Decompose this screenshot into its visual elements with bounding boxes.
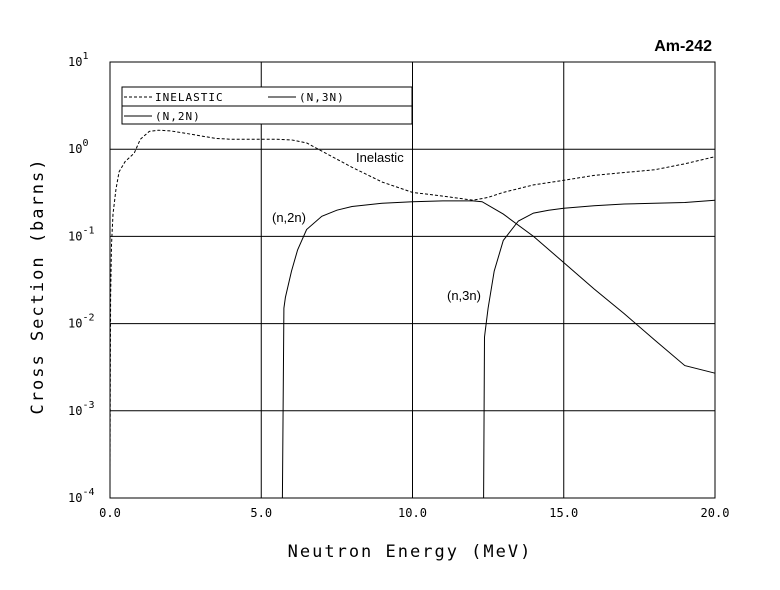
legend-label-n2n: (N,2N) xyxy=(155,110,201,123)
y-axis-title: Cross Section (barns) xyxy=(28,158,48,415)
x-tick-labels: 0.0 5.0 10.0 15.0 20.0 xyxy=(99,506,729,520)
series-line-n2n xyxy=(281,200,716,499)
x-tick-label: 20.0 xyxy=(701,506,730,520)
chart-title: Am-242 xyxy=(654,38,712,55)
y-tick-label: 10-4 xyxy=(68,487,95,505)
y-tick-label: 101 xyxy=(68,51,88,69)
y-tick-label: 10-1 xyxy=(68,225,95,243)
legend-label-n3n: (N,3N) xyxy=(299,91,345,104)
series-line-n3n xyxy=(483,199,716,499)
y-tick-label: 10-3 xyxy=(68,400,95,418)
x-tick-label: 5.0 xyxy=(250,506,272,520)
legend: INELASTIC (N,3N) (N,2N) xyxy=(121,86,413,125)
legend-label-inelastic: INELASTIC xyxy=(155,91,224,104)
annotation-n2n: (n,2n) xyxy=(272,210,306,225)
series-line-inelastic xyxy=(109,129,716,472)
x-tick-label: 15.0 xyxy=(549,506,578,520)
annotation-n3n: (n,3n) xyxy=(447,288,481,303)
annotation-inelastic: Inelastic xyxy=(356,150,404,165)
y-tick-labels: 101 100 10-1 10-2 10-3 10-4 xyxy=(68,51,95,505)
y-tick-label: 100 xyxy=(68,138,88,156)
x-tick-label: 10.0 xyxy=(398,506,427,520)
y-tick-label: 10-2 xyxy=(68,313,95,331)
x-tick-label: 0.0 xyxy=(99,506,121,520)
x-axis-title: Neutron Energy (MeV) xyxy=(288,542,533,562)
series-lines xyxy=(109,129,716,499)
grid xyxy=(110,62,715,498)
